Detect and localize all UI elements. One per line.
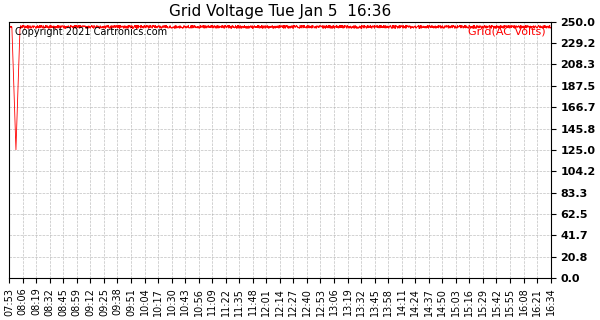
Text: Copyright 2021 Cartronics.com: Copyright 2021 Cartronics.com <box>14 27 167 37</box>
Text: Grid(AC Volts): Grid(AC Volts) <box>467 27 545 37</box>
Title: Grid Voltage Tue Jan 5  16:36: Grid Voltage Tue Jan 5 16:36 <box>169 4 391 19</box>
